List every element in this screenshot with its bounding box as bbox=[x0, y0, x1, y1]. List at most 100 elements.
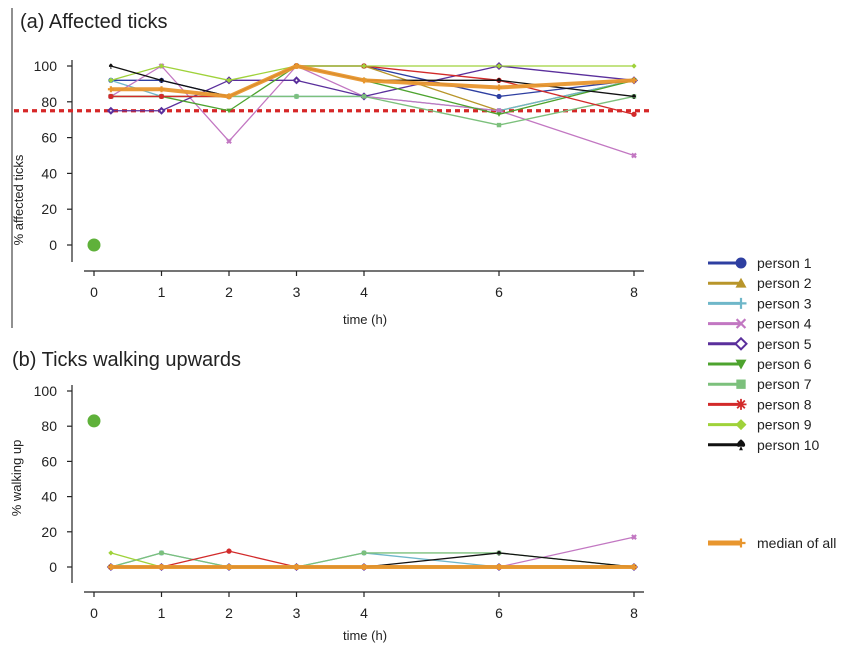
median-of-all-marker bbox=[496, 564, 502, 570]
panel-b-baseline-point bbox=[87, 414, 101, 428]
legend-person-5-marker bbox=[734, 336, 748, 351]
person-9-marker bbox=[108, 77, 114, 83]
median-of-all-marker bbox=[631, 77, 637, 84]
legend-item-person-3: person 3 bbox=[708, 295, 812, 311]
legend-item-person-10: person 10 bbox=[708, 437, 819, 453]
person-7-marker bbox=[361, 550, 367, 556]
person-5-line bbox=[110, 65, 635, 112]
panel-b-y-axis-label: % walking up bbox=[9, 440, 24, 517]
legend-item-person-9: person 9 bbox=[708, 417, 812, 433]
panel-a-x-tick-label: 0 bbox=[90, 284, 98, 300]
legend-item-person-1: person 1 bbox=[708, 255, 812, 271]
panel-a-x-tick-label: 1 bbox=[158, 284, 166, 300]
person-1-marker bbox=[496, 93, 502, 100]
legend-person-6-marker bbox=[735, 359, 747, 370]
median-of-all-marker bbox=[496, 84, 502, 91]
panel-a-y-tick-label: 40 bbox=[41, 165, 57, 181]
person-10-marker bbox=[108, 63, 113, 69]
person-10-marker bbox=[497, 550, 501, 556]
panel-a-series-median-of-all bbox=[107, 63, 637, 100]
median-of-all-marker bbox=[361, 564, 367, 570]
legend-label: person 3 bbox=[757, 295, 812, 311]
panel-a-x-tick-label: 8 bbox=[630, 284, 638, 300]
median-of-all-marker bbox=[158, 564, 165, 570]
person-4-marker bbox=[631, 534, 637, 540]
panel-b-title: (b) Ticks walking upwards bbox=[12, 349, 241, 371]
person-10-marker bbox=[159, 77, 164, 83]
legend-label: person 7 bbox=[757, 376, 812, 392]
legend-median-of-all-marker bbox=[736, 538, 746, 548]
panel-a-x-tick-label: 3 bbox=[293, 284, 301, 300]
panel-a-x-tick-label: 2 bbox=[225, 284, 233, 300]
legend-person-7-marker bbox=[736, 379, 746, 389]
panel-b-x-tick-label: 2 bbox=[225, 605, 233, 621]
panel-b-x-tick-label: 8 bbox=[630, 605, 638, 621]
person-5-marker bbox=[157, 106, 166, 115]
legend-item-person-7: person 7 bbox=[708, 376, 812, 392]
legend-label: median of all bbox=[757, 535, 836, 551]
person-7-marker bbox=[361, 94, 367, 99]
person-9-marker bbox=[226, 77, 232, 83]
median-of-all-marker bbox=[631, 564, 637, 570]
person-5-marker bbox=[106, 106, 115, 115]
legend-person-8-marker bbox=[735, 398, 747, 410]
panel-b-x-tick-label: 1 bbox=[158, 605, 166, 621]
median-of-all-marker bbox=[361, 77, 367, 84]
panel-ticks-walking-upwards: (b) Ticks walking upwards % walking up t… bbox=[9, 349, 644, 643]
legend-item-person-2: person 2 bbox=[708, 275, 812, 291]
panel-b-series-median-of-all bbox=[107, 564, 637, 570]
legend-label: person 5 bbox=[757, 336, 812, 352]
person-4-line bbox=[110, 536, 635, 568]
panel-affected-ticks: (a) Affected ticks % affected ticks time… bbox=[11, 8, 650, 328]
median-of-all-marker bbox=[293, 63, 300, 69]
panel-b-y-tick-label: 60 bbox=[41, 453, 57, 469]
median-of-all-marker bbox=[226, 93, 232, 100]
panel-a-y-tick-label: 80 bbox=[41, 94, 57, 110]
person-6-marker bbox=[226, 108, 232, 114]
legend-item-person-8: person 8 bbox=[708, 396, 812, 412]
panel-b-series-person-4 bbox=[108, 534, 637, 570]
person-7-marker bbox=[294, 94, 299, 99]
legend-item-median-of-all: median of all bbox=[708, 535, 836, 551]
panel-b-y-tick-label: 80 bbox=[41, 418, 57, 434]
legend-label: person 6 bbox=[757, 356, 812, 372]
person-9-marker bbox=[108, 550, 114, 556]
panel-a-y-tick-label: 20 bbox=[41, 201, 57, 217]
person-9-marker bbox=[631, 63, 637, 69]
person-9-marker bbox=[496, 63, 502, 69]
legend-person-2-marker bbox=[735, 277, 747, 288]
panel-a-x-axis-label: time (h) bbox=[343, 312, 387, 327]
panel-a-y-tick-label: 100 bbox=[34, 58, 58, 74]
panel-b-x-tick-label: 6 bbox=[495, 605, 503, 621]
person-7-marker bbox=[159, 550, 164, 556]
median-of-all-marker bbox=[293, 564, 300, 570]
person-10-marker bbox=[497, 77, 501, 83]
panel-b-y-tick-label: 100 bbox=[34, 383, 58, 399]
median-of-all-marker bbox=[226, 564, 232, 570]
person-4-marker bbox=[226, 138, 232, 145]
legend-label: person 9 bbox=[757, 417, 812, 433]
legend-label: person 10 bbox=[757, 437, 819, 453]
panel-b-x-tick-label: 0 bbox=[90, 605, 98, 621]
median-of-all-marker bbox=[107, 86, 114, 93]
legend-label: person 4 bbox=[757, 316, 812, 332]
panel-a-y-axis-label: % affected ticks bbox=[11, 154, 26, 245]
panel-b-x-axis-label: time (h) bbox=[343, 628, 387, 643]
legend-label: person 1 bbox=[757, 255, 812, 271]
legend-item-person-6: person 6 bbox=[708, 356, 812, 372]
person-2-line bbox=[110, 65, 635, 112]
median-of-all-marker bbox=[158, 86, 165, 93]
panel-b-y-tick-label: 0 bbox=[49, 559, 57, 575]
median-of-all-marker bbox=[107, 564, 114, 570]
person-8-marker bbox=[226, 548, 232, 554]
legend-person-4-marker bbox=[735, 318, 747, 329]
panel-a-title: (a) Affected ticks bbox=[20, 11, 167, 33]
person-6-marker bbox=[496, 112, 502, 117]
legend-label: person 2 bbox=[757, 275, 812, 291]
panel-a-y-tick-label: 60 bbox=[41, 130, 57, 146]
panel-b-y-tick-label: 40 bbox=[41, 489, 57, 505]
legend-label: person 8 bbox=[757, 396, 812, 412]
panel-b-x-tick-label: 3 bbox=[293, 605, 301, 621]
panel-b-x-tick-label: 4 bbox=[360, 605, 368, 621]
